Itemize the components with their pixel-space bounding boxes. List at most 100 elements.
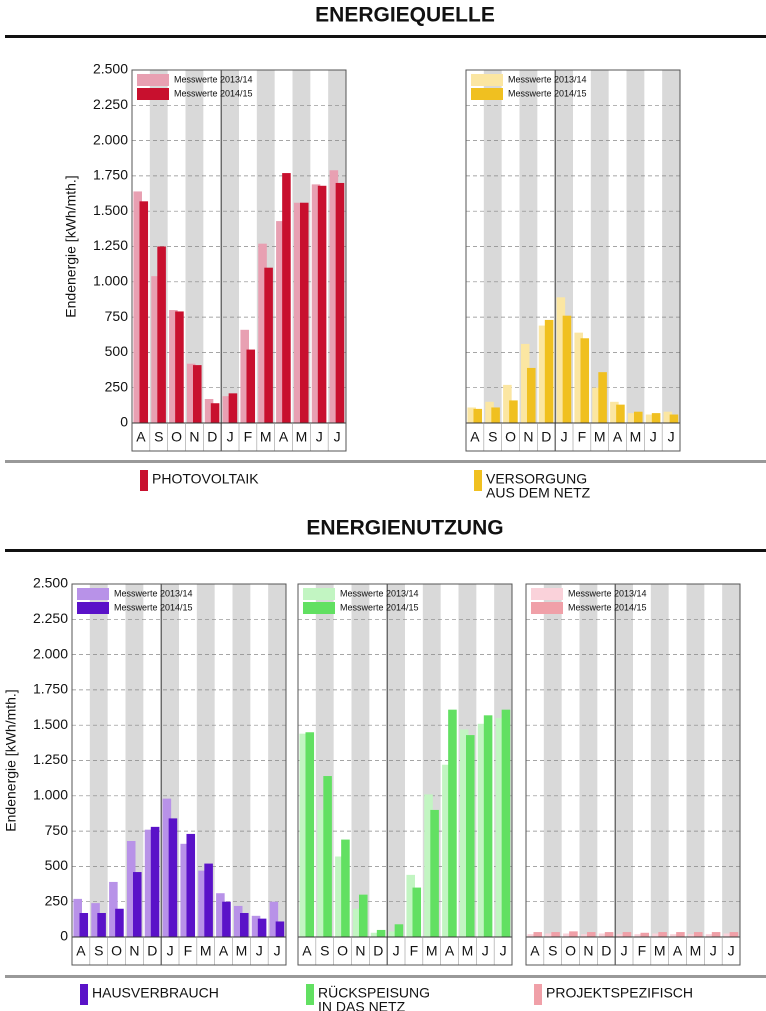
caption: PHOTOVOLTAIK (152, 471, 259, 487)
legend-label: Messwerte 2013/14 (508, 74, 587, 84)
bar (658, 932, 667, 937)
bar (264, 267, 273, 423)
legend-label: Messwerte 2014/15 (114, 602, 193, 612)
bar (79, 912, 89, 937)
x-tick-label: A (279, 429, 289, 445)
bar (168, 818, 178, 937)
caption: IN DAS NETZ (318, 999, 406, 1011)
x-tick-label: F (184, 943, 193, 959)
legend-label: Messwerte 2013/14 (568, 588, 647, 598)
column-stripe (185, 70, 204, 423)
x-tick-label: D (373, 943, 383, 959)
x-tick-label: M (236, 943, 248, 959)
x-tick-label: N (583, 943, 593, 959)
bar (574, 332, 583, 423)
bar (335, 856, 344, 937)
bar (616, 404, 625, 423)
bar (406, 874, 415, 937)
caption-swatch (80, 984, 88, 1005)
y-tick-label: 1.750 (93, 167, 128, 183)
x-tick-label: F (410, 943, 419, 959)
legend-swatch (303, 602, 335, 614)
bar (240, 329, 249, 423)
caption: HAUSVERBRAUCH (92, 985, 219, 1001)
bar (169, 310, 178, 423)
y-tick-label: 1.500 (93, 202, 128, 218)
y-axis-label: Endenergie [kWh/mth.] (3, 689, 19, 831)
x-tick-label: O (565, 943, 576, 959)
x-tick-label: J (167, 943, 174, 959)
y-tick-label: 0 (120, 414, 128, 430)
bar (616, 934, 626, 937)
bar (538, 325, 548, 423)
x-tick-label: J (316, 429, 323, 445)
bar (670, 934, 679, 937)
bar (157, 246, 166, 423)
x-tick-label: O (111, 943, 122, 959)
bar (687, 934, 697, 937)
bar (598, 933, 608, 937)
x-tick-label: S (154, 429, 163, 445)
bar (545, 933, 554, 937)
caption: VERSORGUNG (486, 471, 587, 487)
x-tick-label: F (578, 429, 587, 445)
x-tick-label: J (393, 943, 400, 959)
y-tick-label: 250 (45, 892, 69, 908)
bar (258, 243, 267, 423)
y-tick-label: 250 (105, 378, 129, 394)
bar (91, 903, 100, 937)
legend-label: Messwerte 2014/15 (340, 602, 419, 612)
caption-swatch (474, 470, 482, 491)
caption-swatch (306, 984, 314, 1005)
y-tick-label: 2.000 (33, 645, 68, 661)
bar (204, 398, 214, 423)
y-tick-label: 500 (105, 343, 129, 359)
bar (645, 414, 655, 423)
bar (485, 401, 494, 423)
column-stripe (89, 584, 108, 937)
x-tick-label: O (171, 429, 182, 445)
bar (412, 887, 422, 937)
bar (640, 932, 650, 937)
bar (693, 932, 703, 937)
bar (388, 931, 398, 937)
x-tick-label: A (530, 943, 540, 959)
bar (251, 915, 261, 937)
bar (115, 908, 124, 937)
legend-swatch (531, 588, 563, 600)
y-axis-label: Endenergie [kWh/mth.] (63, 175, 79, 317)
bar (473, 408, 483, 423)
bar (239, 912, 249, 937)
x-tick-label: D (601, 943, 611, 959)
x-tick-label: J (334, 429, 341, 445)
x-tick-label: D (147, 943, 157, 959)
bar (132, 872, 142, 937)
bar (323, 776, 332, 937)
x-tick-label: A (219, 943, 229, 959)
plot-frame (131, 69, 347, 452)
legend-label: Messwerte 2013/14 (174, 74, 253, 84)
bar (676, 932, 685, 937)
bar (97, 912, 106, 937)
bar (233, 905, 243, 937)
x-tick-label: J (482, 943, 489, 959)
bar (477, 723, 487, 937)
x-tick-label: A (673, 943, 683, 959)
column-stripe (483, 70, 502, 423)
caption: PROJEKTSPEZIFISCH (546, 985, 693, 1001)
bar (180, 843, 189, 937)
legend-label: Messwerte 2013/14 (114, 588, 193, 598)
bar (509, 400, 518, 423)
bar (598, 372, 607, 423)
x-tick-label: J (227, 429, 234, 445)
plot-frame (71, 583, 287, 966)
bar (222, 396, 232, 423)
bar (186, 363, 196, 423)
bar (652, 933, 661, 937)
bar (533, 932, 543, 937)
bar (175, 311, 184, 423)
bar (151, 276, 160, 423)
bar (610, 401, 619, 423)
bar (246, 349, 256, 423)
x-tick-label: N (523, 429, 533, 445)
